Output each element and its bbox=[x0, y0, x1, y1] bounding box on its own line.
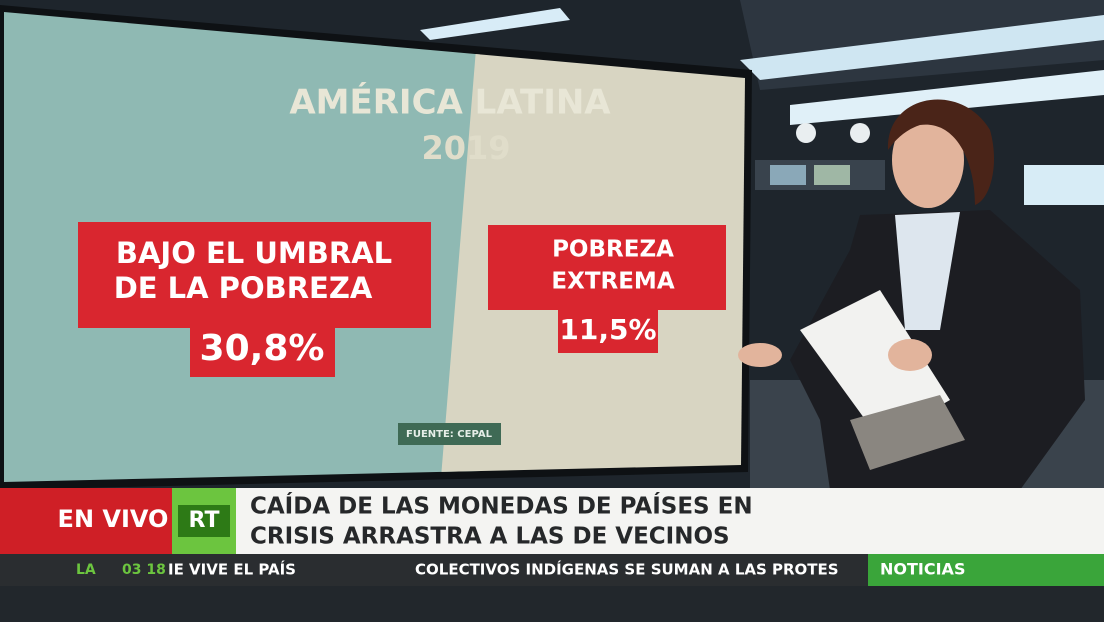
clock bbox=[796, 123, 816, 143]
logo: RT bbox=[189, 508, 220, 533]
presenter-folder bbox=[850, 395, 965, 470]
headline: CAÍDA DE LAS MONEDAS DE PAÍSES EN bbox=[250, 492, 753, 520]
ticker-location: LA bbox=[76, 562, 96, 578]
ticker-section-box bbox=[868, 554, 1104, 586]
ticker-time: 03 18 bbox=[122, 562, 166, 578]
monitor bbox=[770, 165, 806, 185]
live-badge bbox=[0, 488, 172, 554]
screen-year: 2019 bbox=[421, 129, 510, 167]
panel-label: DE LA POBREZA bbox=[114, 271, 373, 305]
panel-value: 30,8% bbox=[200, 328, 325, 369]
panel-value-box bbox=[190, 322, 335, 377]
panel-label: BAJO EL UMBRAL bbox=[116, 236, 392, 270]
presenter-shirt bbox=[895, 212, 960, 330]
monitor bbox=[814, 165, 850, 185]
logo-inner bbox=[178, 505, 230, 537]
presenter-hair bbox=[887, 99, 995, 205]
headline: CRISIS ARRASTRA A LAS DE VECINOS bbox=[250, 524, 730, 550]
panel-label: POBREZA bbox=[552, 237, 674, 263]
panel-value-box bbox=[558, 307, 658, 353]
presenter-hand bbox=[738, 343, 782, 367]
presenter-face bbox=[892, 112, 964, 208]
presenter-hand bbox=[888, 339, 932, 371]
ticker-item: COLECTIVOS INDÍGENAS SE SUMAN A LAS PROT… bbox=[415, 560, 839, 579]
ceiling-light bbox=[420, 8, 570, 40]
panel-value: 11,5% bbox=[559, 313, 656, 346]
floor bbox=[0, 586, 1104, 622]
panel-label-box bbox=[488, 225, 726, 310]
source: FUENTE: CEPAL bbox=[406, 429, 493, 440]
ticker-section: NOTICIAS bbox=[880, 560, 965, 579]
screen-title: AMÉRICA LATINA bbox=[289, 82, 611, 123]
presenter-notes bbox=[800, 290, 950, 440]
ceiling-light bbox=[740, 15, 1104, 80]
window-light bbox=[1024, 165, 1104, 205]
ticker-item: IE VIVE EL PAÍS bbox=[168, 560, 296, 579]
ceiling-light bbox=[790, 70, 1104, 125]
source-box bbox=[398, 423, 501, 445]
clock bbox=[850, 123, 870, 143]
live-label: EN VIVO bbox=[58, 505, 169, 533]
headline-box bbox=[236, 488, 1104, 554]
panel-label: EXTREMA bbox=[551, 269, 674, 295]
panel-label-box bbox=[78, 222, 431, 328]
